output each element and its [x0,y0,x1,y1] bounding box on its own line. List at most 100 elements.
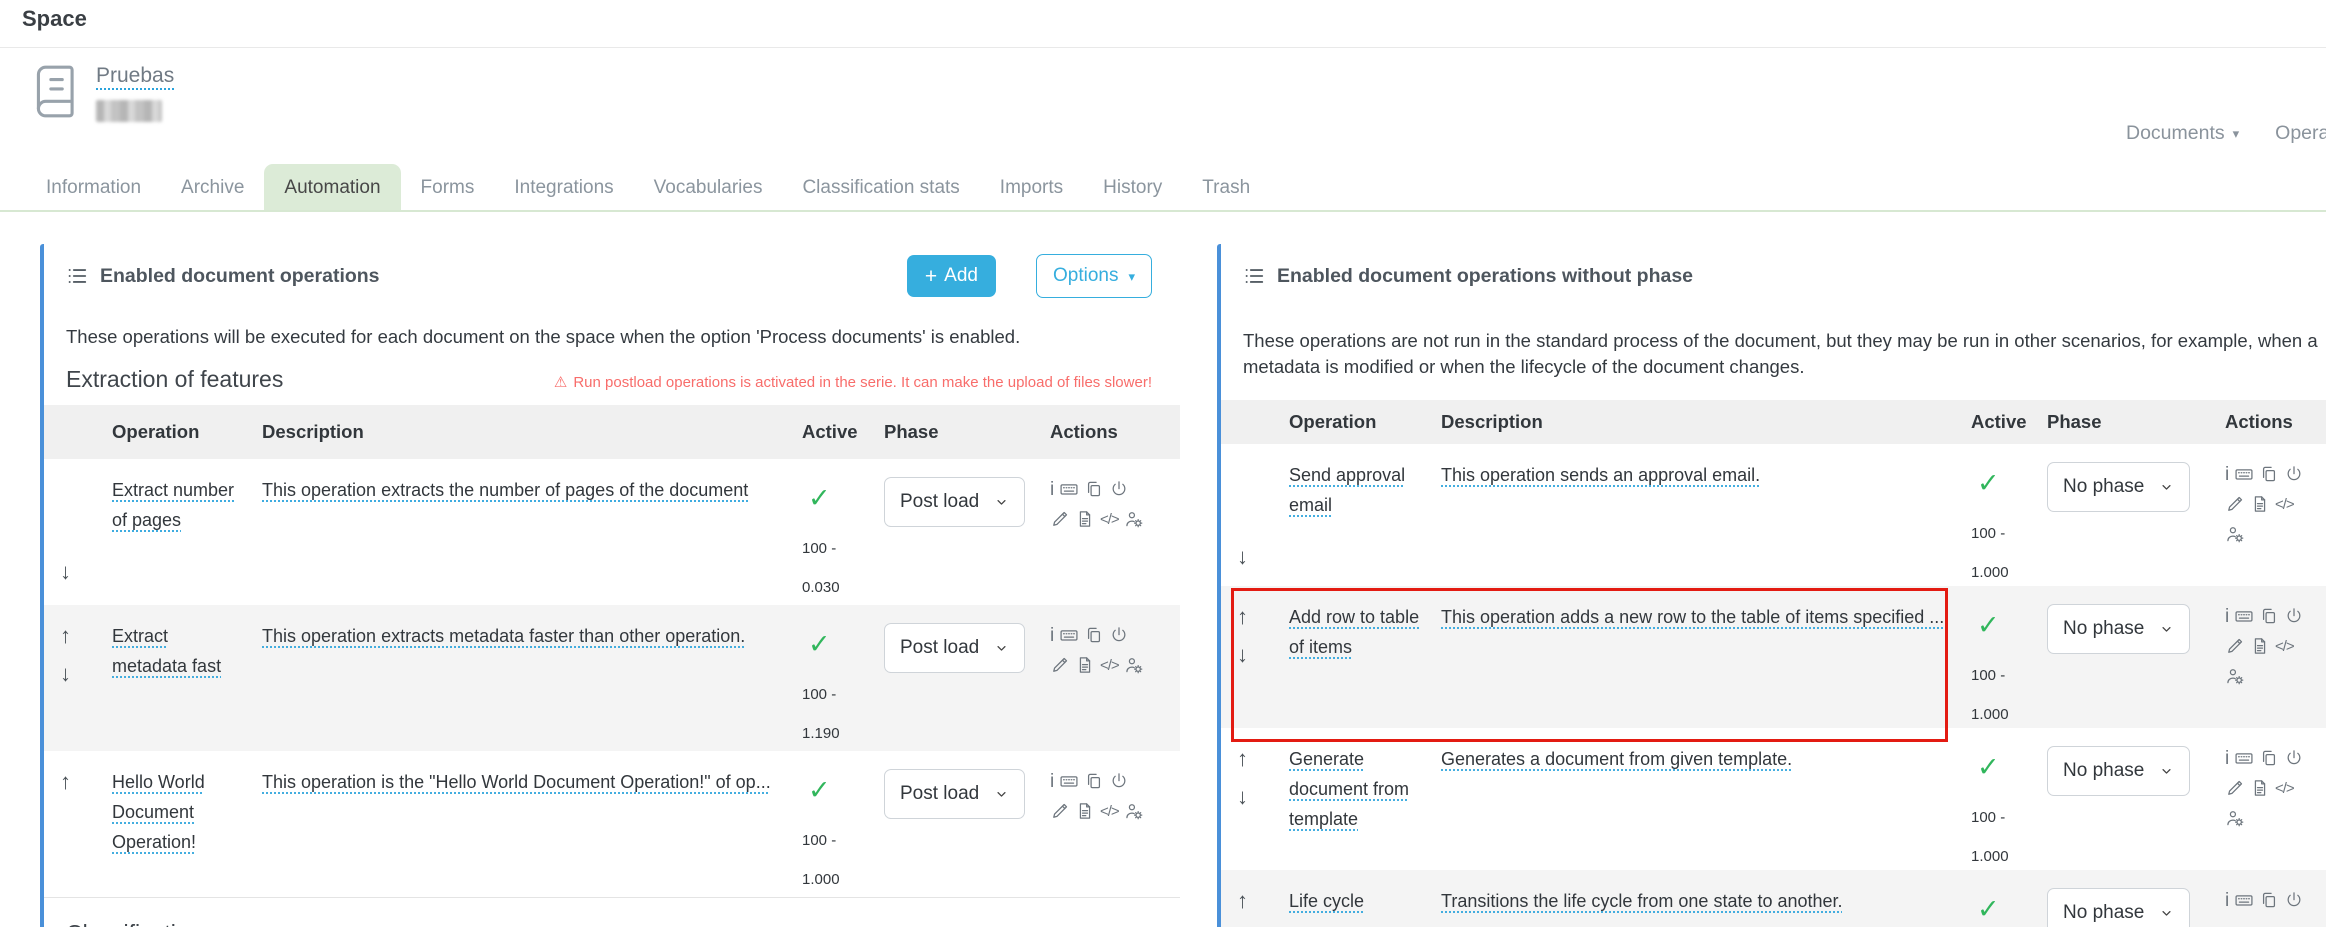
tab-archive[interactable]: Archive [181,177,245,198]
info-icon[interactable]: i [2225,889,2230,911]
move-up-button[interactable]: ↑ [1237,746,1248,771]
documents-dropdown[interactable]: Documents ▾ [2126,122,2239,145]
tab-information[interactable]: Information [46,177,142,198]
operation-description[interactable]: This operation sends an approval email. [1441,465,1761,485]
move-down-button[interactable]: ↓ [60,661,71,686]
copy-icon[interactable] [2259,890,2279,910]
info-icon[interactable]: i [1050,624,1055,646]
phase-select[interactable]: No phase [2047,746,2191,796]
user-gear-icon[interactable] [2225,808,2245,828]
move-down-button[interactable]: ↓ [1237,784,1248,809]
edit-icon[interactable] [2225,494,2245,514]
keyboard-icon[interactable] [1059,479,1079,499]
tab-forms[interactable]: Forms [420,177,475,198]
move-up-button[interactable]: ↑ [60,769,71,794]
operation-link[interactable]: Hello World Document Operation! [112,772,205,852]
tab-trash[interactable]: Trash [1202,177,1251,198]
tab-automation[interactable]: Automation [264,164,401,210]
info-icon[interactable]: i [2225,605,2230,627]
code-icon[interactable]: </> [2275,495,2295,513]
operation-description[interactable]: Transitions the life cycle from one stat… [1441,891,1843,911]
phase-select[interactable]: No phase [2047,462,2191,512]
options-button[interactable]: Options ▾ [1035,254,1152,298]
phase-select[interactable]: Post load [884,477,1026,527]
tab-history[interactable]: History [1103,177,1163,198]
tab-imports[interactable]: Imports [999,177,1064,198]
tab-integrations[interactable]: Integrations [514,177,614,198]
keyboard-icon[interactable] [1059,771,1079,791]
document-icon[interactable] [2250,494,2270,514]
phase-select[interactable]: Post load [884,623,1026,673]
operation-description[interactable]: Generates a document from given template… [1441,749,1793,769]
document-icon[interactable] [2250,778,2270,798]
operation-link[interactable]: Extract metadata fast [112,626,222,676]
power-icon[interactable] [2284,464,2304,484]
copy-icon[interactable] [2259,606,2279,626]
user-gear-icon[interactable] [1124,655,1144,675]
user-gear-icon[interactable] [1124,801,1144,821]
document-icon[interactable] [1075,801,1095,821]
edit-icon[interactable] [1050,801,1070,821]
info-icon[interactable]: i [1050,478,1055,500]
operation-link[interactable]: Extract number of pages [112,480,235,530]
edit-icon[interactable] [1050,509,1070,529]
edit-icon[interactable] [2225,778,2245,798]
power-icon[interactable] [2284,606,2304,626]
copy-icon[interactable] [1084,625,1104,645]
operation-description[interactable]: This operation is the "Hello World Docum… [262,772,771,792]
copy-icon[interactable] [2259,464,2279,484]
info-icon[interactable]: i [1050,770,1055,792]
phase-select[interactable]: No phase [2047,604,2191,654]
phase-select[interactable]: No phase [2047,888,2191,927]
copy-icon[interactable] [1084,479,1104,499]
info-icon[interactable]: i [2225,747,2230,769]
keyboard-icon[interactable] [2234,606,2254,626]
move-down-button[interactable]: ↓ [1237,642,1248,667]
code-icon[interactable]: </> [1100,802,1120,820]
user-gear-icon[interactable] [2225,524,2245,544]
tab-classification-stats[interactable]: Classification stats [802,177,960,198]
operation-link[interactable]: Life cycle [1289,891,1365,911]
code-icon[interactable]: </> [1100,510,1120,528]
code-icon[interactable]: </> [2275,637,2295,655]
info-icon[interactable]: i [2225,463,2230,485]
move-up-button[interactable]: ↑ [60,623,71,648]
operation-description[interactable]: This operation extracts the number of pa… [262,480,749,500]
edit-icon[interactable] [2225,636,2245,656]
code-icon[interactable]: </> [1100,656,1120,674]
phase-select[interactable]: Post load [884,769,1026,819]
power-icon[interactable] [2284,748,2304,768]
space-name-link[interactable]: Pruebas [96,64,175,87]
power-icon[interactable] [1109,479,1129,499]
operation-description[interactable]: This operation adds a new row to the tab… [1441,607,1945,627]
move-down-button[interactable]: ↓ [1237,544,1248,569]
col-active: Active [1959,400,2035,444]
edit-icon[interactable] [1050,655,1070,675]
user-gear-icon[interactable] [2225,666,2245,686]
operation-link[interactable]: Send approval email [1289,465,1406,515]
document-icon[interactable] [1075,509,1095,529]
power-icon[interactable] [1109,625,1129,645]
tab-vocabularies[interactable]: Vocabularies [653,177,763,198]
keyboard-icon[interactable] [1059,625,1079,645]
keyboard-icon[interactable] [2234,890,2254,910]
power-icon[interactable] [1109,771,1129,791]
document-icon[interactable] [1075,655,1095,675]
keyboard-icon[interactable] [2234,464,2254,484]
move-down-button[interactable]: ↓ [60,559,71,584]
move-up-button[interactable]: ↑ [1237,888,1248,913]
move-up-button[interactable]: ↑ [1237,604,1248,629]
user-gear-icon[interactable] [1124,509,1144,529]
keyboard-icon[interactable] [2234,748,2254,768]
code-icon[interactable]: </> [2275,779,2295,797]
panel-title: Enabled document operations without phas… [1277,264,1694,287]
add-button[interactable]: + Add [906,255,996,297]
document-icon[interactable] [2250,636,2270,656]
operations-dropdown[interactable]: Operations ▾ [2275,122,2326,145]
power-icon[interactable] [2284,890,2304,910]
copy-icon[interactable] [1084,771,1104,791]
operation-link[interactable]: Add row to table of items [1289,607,1420,657]
operation-description[interactable]: This operation extracts metadata faster … [262,626,746,646]
copy-icon[interactable] [2259,748,2279,768]
operation-link[interactable]: Generate document from template [1289,749,1410,829]
